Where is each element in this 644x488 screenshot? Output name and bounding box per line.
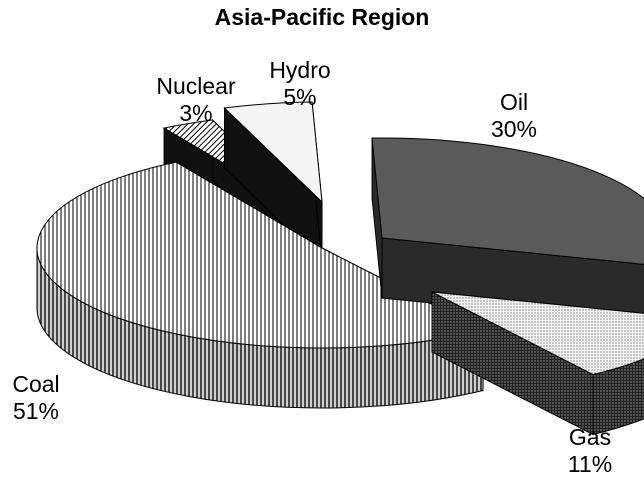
pie-slice-hydro: [223, 101, 323, 264]
chart-title: Asia-Pacific Region: [214, 4, 430, 30]
slice-label-hydro-percent: 5%: [283, 84, 316, 110]
pie-slice-coal-top: [36, 161, 485, 349]
pie-slice-gas-top: [431, 291, 644, 376]
slice-label-oil-name: Oil: [500, 89, 528, 115]
pie-slice-oil-top: [371, 137, 644, 265]
slice-label-gas-percent: 11%: [568, 451, 612, 477]
pie-slice-hydro-top: [223, 101, 323, 204]
slice-label-hydro-name: Hydro: [269, 57, 330, 83]
slice-label-nuclear-percent: 3%: [179, 100, 212, 126]
slice-label-oil-percent: 30%: [491, 116, 537, 142]
slice-label-nuclear-name: Nuclear: [156, 73, 236, 99]
pie-slice-gas-side: [592, 358, 644, 436]
pie-slice-oil: [371, 137, 644, 325]
slice-label-coal-percent: 51%: [13, 398, 59, 424]
slice-label-coal-name: Coal: [12, 371, 59, 397]
pie-slice-gas: [431, 291, 644, 436]
slice-label-gas-name: Gas: [569, 424, 611, 450]
